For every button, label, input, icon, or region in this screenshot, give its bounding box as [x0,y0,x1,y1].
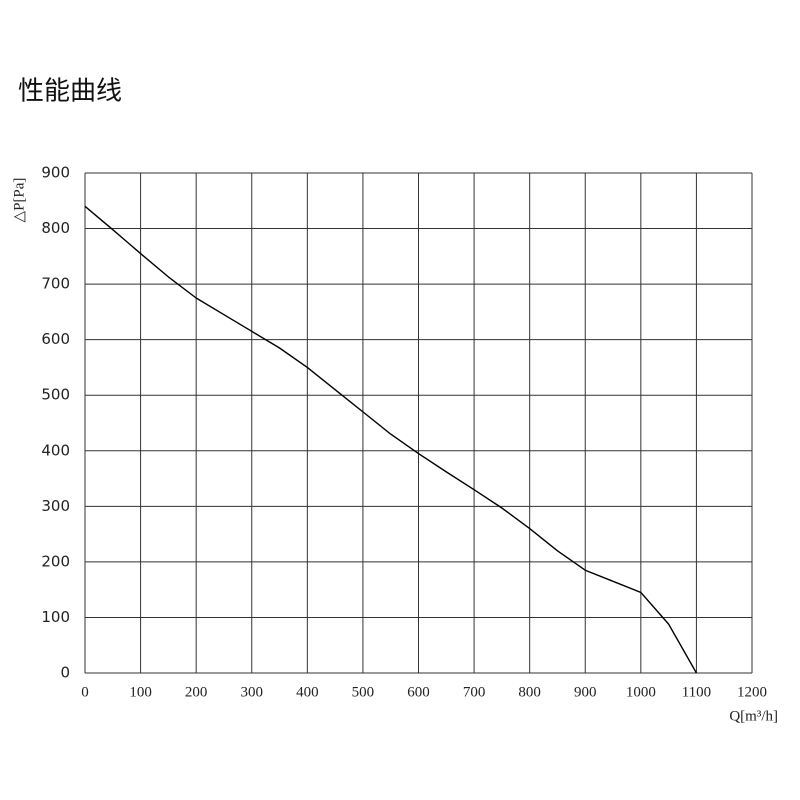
x-tick-label: 1000 [626,684,656,700]
x-tick-label: 400 [296,684,319,700]
y-tick-label: 800 [41,219,70,237]
x-tick-label: 1100 [682,684,711,700]
y-tick-label: 900 [41,164,70,182]
y-tick-label: 0 [60,664,70,682]
x-tick-label: 200 [185,684,208,700]
x-tick-label: 500 [352,684,375,700]
x-axis-label: Q[m³/h] [729,708,778,724]
y-tick-label: 600 [41,330,70,348]
y-tick-label: 500 [41,386,70,404]
x-tick-label: 700 [463,684,486,700]
y-tick-label: 400 [41,441,70,459]
y-axis-label: △P[Pa] [11,178,27,223]
y-tick-label: 100 [41,608,70,626]
y-tick-label: 300 [41,497,70,515]
x-tick-label: 800 [518,684,541,700]
x-tick-label: 100 [129,684,152,700]
x-tick-label: 900 [574,684,597,700]
y-tick-label: 200 [41,552,70,570]
x-tick-label: 0 [81,684,89,700]
y-tick-label: 700 [41,275,70,293]
chart-title: 性能曲线 [18,77,122,107]
x-tick-label: 300 [241,684,264,700]
x-tick-label: 600 [407,684,430,700]
x-tick-label: 1200 [737,684,767,700]
data-line [84,205,698,674]
